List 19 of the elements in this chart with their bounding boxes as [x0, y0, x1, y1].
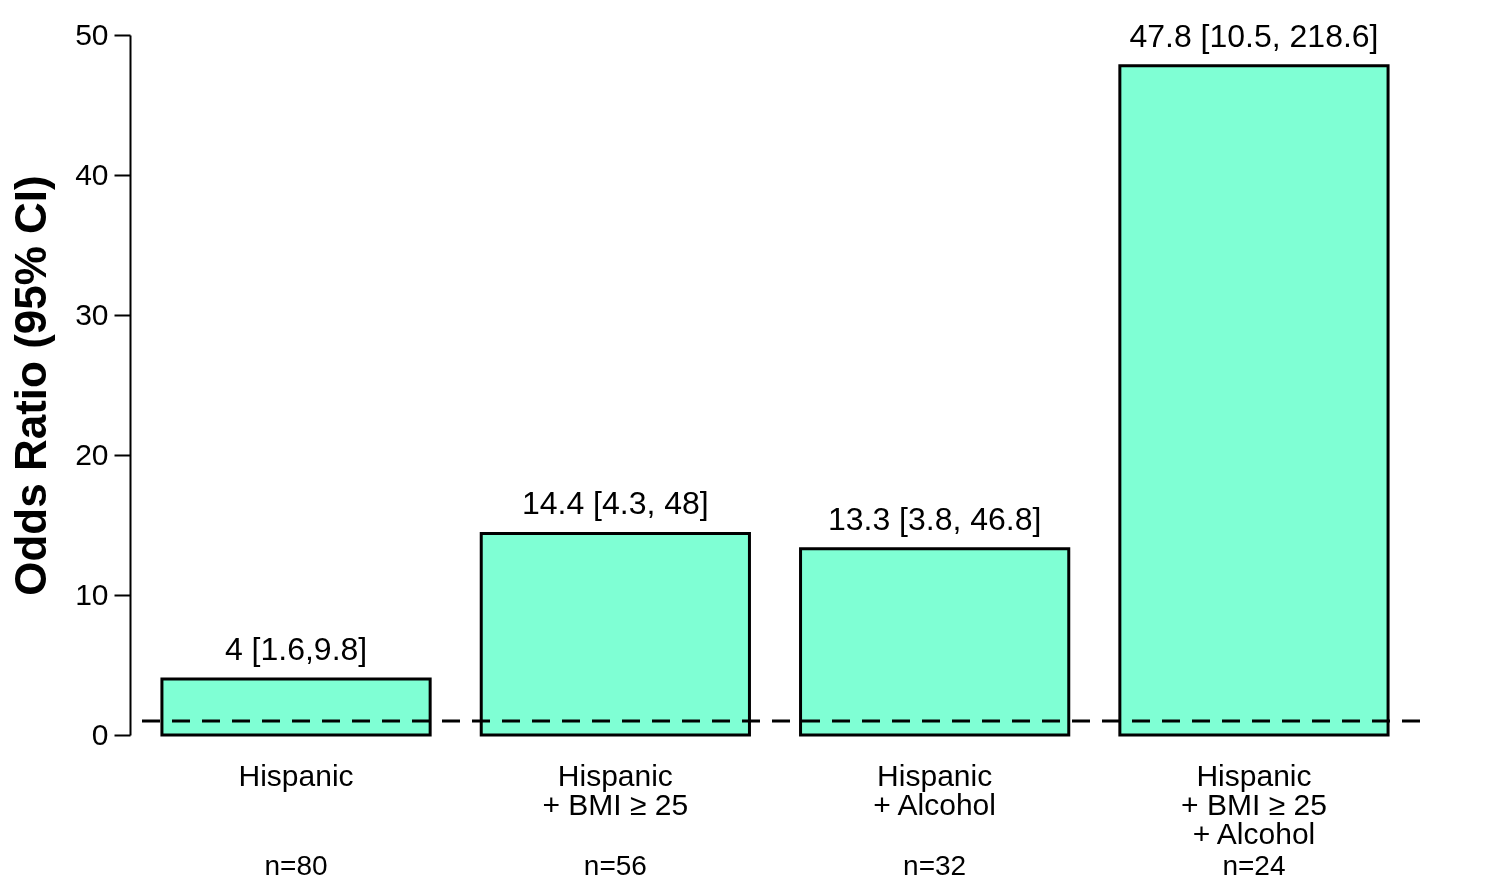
text: n=24	[1222, 850, 1286, 881]
data-label: 4 [1.6,9.8]	[224, 631, 368, 667]
y-tick-label: 20	[75, 437, 109, 471]
y-tick-label: 50	[75, 17, 109, 51]
x-tick-label: Hispanic + Alcohol	[873, 758, 996, 821]
x-tick-label: Hispanic + BMI ≥ 25	[542, 758, 689, 821]
text: n=32	[903, 850, 967, 881]
data-label: 13.3 [3.8, 46.8]	[827, 500, 1042, 537]
y-tick-label: 10	[75, 577, 109, 611]
y-tick-label: 0	[91, 717, 109, 751]
text: n=56	[583, 850, 647, 881]
y-axis-title: Odds Ratio (95% CI)	[6, 175, 56, 596]
x-tick-label: Hispanic + BMI ≥ 25 + Alcohol	[1181, 758, 1327, 850]
data-label: 14.4 [4.3, 48]	[521, 485, 709, 522]
data-label: 47.8 [10.5, 218.6]	[1129, 17, 1379, 54]
x-tick-label: Hispanic	[238, 758, 354, 792]
y-tick-label: 30	[75, 297, 109, 331]
y-tick-label: 40	[75, 157, 109, 191]
text: n=80	[264, 850, 328, 881]
